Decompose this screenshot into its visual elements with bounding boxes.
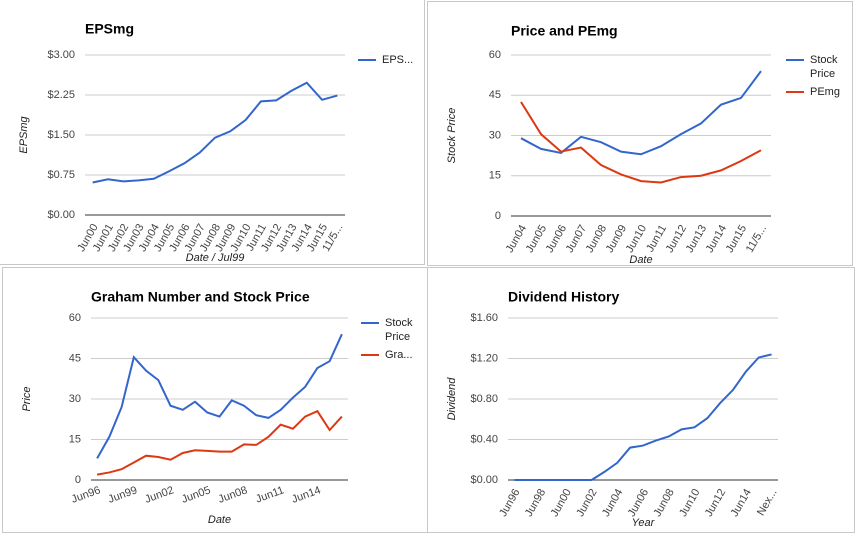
y-tick-label: $1.50	[47, 129, 75, 141]
x-tick-label: Jun02	[574, 487, 599, 519]
y-tick-label: 30	[69, 393, 81, 405]
y-tick-label: $1.60	[470, 312, 498, 324]
series-line	[96, 409, 343, 476]
y-axis-title: Price	[21, 386, 33, 411]
series-line	[520, 101, 762, 184]
y-axis-title: Stock Price	[446, 108, 458, 164]
chart-title: Dividend History	[508, 289, 619, 305]
x-tick-label: Jun00	[549, 487, 574, 519]
x-tick-label: Jun12	[703, 487, 728, 519]
x-tick-label: Jun14	[729, 487, 754, 519]
x-tick-label: Jun96	[497, 487, 522, 519]
y-axis-title: Dividend	[446, 377, 458, 421]
x-tick-label: Jun02	[143, 484, 175, 506]
y-tick-label: 60	[69, 312, 81, 324]
chart-title: Graham Number and Stock Price	[91, 289, 310, 305]
x-tick-label: Jun14	[290, 484, 322, 506]
x-tick-label: Jun99	[107, 484, 139, 506]
legend-item: PEmg	[810, 86, 840, 98]
x-tick-label: Jun10	[624, 223, 649, 255]
x-tick-label: 11/5...	[744, 223, 769, 255]
x-tick-label: Jun08	[217, 484, 249, 506]
legend-label: Stock Price	[385, 317, 413, 343]
legend-item: EPS...	[382, 54, 414, 66]
y-tick-label: 15	[489, 170, 501, 182]
y-tick-label: $0.40	[470, 433, 498, 445]
legend-label: Gra...	[385, 349, 413, 361]
legend-label: PEmg	[810, 86, 840, 98]
y-tick-label: $0.75	[47, 169, 75, 181]
x-tick-label: Jun06	[626, 487, 651, 519]
chart-panel: Dividend History Dividend Year $0.00 $0.40 $0…	[427, 267, 855, 533]
chart-title: Price and PEmg	[511, 23, 618, 39]
chart-title: EPSmg	[85, 21, 134, 37]
y-tick-label: 0	[495, 210, 501, 222]
legend-label: EPS...	[382, 54, 414, 66]
y-tick-label: $3.00	[47, 49, 75, 61]
x-tick-label: Jun11	[254, 484, 286, 505]
x-axis-title: Date	[629, 254, 652, 265]
y-tick-label: 45	[489, 89, 501, 101]
legend-item: Stock Price	[385, 317, 413, 343]
y-tick-label: $0.00	[47, 209, 75, 221]
y-tick-label: $0.80	[470, 393, 498, 405]
x-tick-label: Jun08	[651, 487, 676, 519]
chart-panel: Price and PEmg Stock Price Date 0 15 30 45 60 Ju…	[427, 1, 853, 266]
chart-panel: Graham Number and Stock Price Price Date 0 1…	[2, 267, 428, 533]
chart-panel: EPSmg EPSmg Date / Jul99 $0.00 $0.75 $1.50 $2.…	[0, 0, 425, 265]
legend-item: Stock Price	[810, 54, 838, 80]
series-line	[514, 353, 772, 481]
x-tick-label: Jun98	[523, 487, 548, 519]
y-tick-label: 60	[489, 49, 501, 61]
y-tick-label: $1.20	[470, 352, 498, 364]
series-line	[92, 81, 338, 184]
x-tick-label: Nex...	[755, 487, 780, 518]
x-axis-title: Date	[208, 514, 231, 526]
legend-item: Gra...	[385, 349, 413, 361]
x-tick-label: Jun10	[677, 487, 702, 519]
y-axis-title: EPSmg	[18, 115, 30, 153]
y-tick-label: 15	[69, 433, 81, 445]
x-tick-label: Jun04	[600, 487, 625, 519]
series-line	[520, 70, 762, 156]
x-tick-label: Jun96	[70, 484, 102, 506]
y-tick-label: 30	[489, 129, 501, 141]
x-axis-title: Date / Jul99	[186, 252, 245, 264]
y-tick-label: 0	[75, 474, 81, 486]
y-tick-label: $2.25	[47, 89, 75, 101]
series-line	[96, 333, 343, 459]
x-tick-label: Jun05	[180, 484, 212, 506]
y-tick-label: 45	[69, 352, 81, 364]
y-tick-label: $0.00	[470, 474, 498, 486]
legend-label: Stock Price	[810, 54, 838, 80]
x-axis-title: Year	[632, 517, 656, 529]
